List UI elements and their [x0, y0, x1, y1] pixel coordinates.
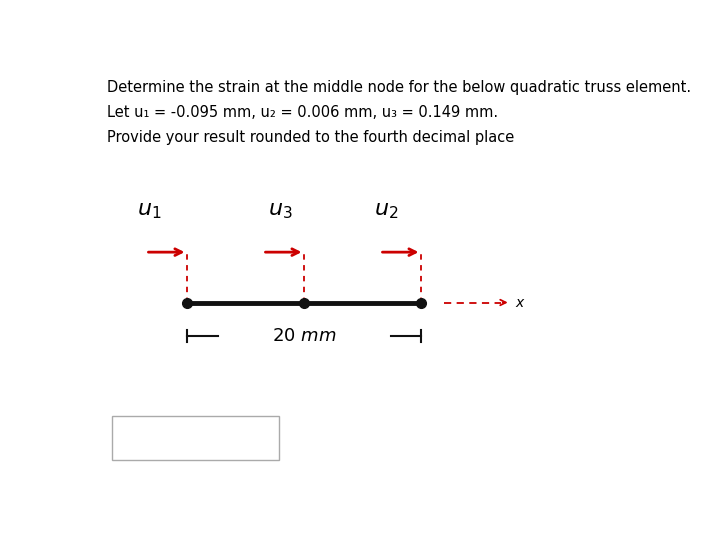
- FancyBboxPatch shape: [112, 416, 279, 460]
- Text: $\it{u}_2$: $\it{u}_2$: [374, 199, 398, 221]
- Text: Provide your result rounded to the fourth decimal place: Provide your result rounded to the fourt…: [106, 130, 514, 146]
- Text: $\mathit{20\ mm}$: $\mathit{20\ mm}$: [272, 327, 336, 345]
- Text: $x$: $x$: [515, 295, 526, 310]
- Text: Determine the strain at the middle node for the below quadratic truss element.: Determine the strain at the middle node …: [106, 80, 691, 95]
- Text: $\it{u}_1$: $\it{u}_1$: [137, 199, 162, 221]
- Text: $\it{u}_3$: $\it{u}_3$: [268, 199, 293, 221]
- Text: Let u₁ = -0.095 mm, u₂ = 0.006 mm, u₃ = 0.149 mm.: Let u₁ = -0.095 mm, u₂ = 0.006 mm, u₃ = …: [106, 105, 498, 120]
